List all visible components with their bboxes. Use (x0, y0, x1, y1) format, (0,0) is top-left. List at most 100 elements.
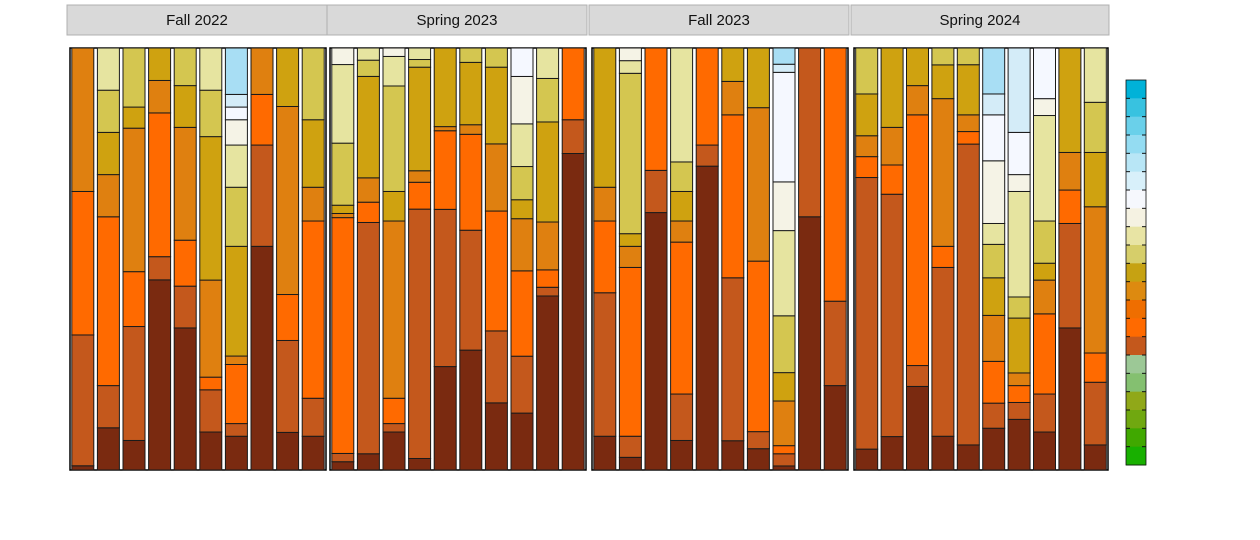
bar-segment-spring-2024-2-5 (880, 47, 904, 128)
bar-segment-spring-2023-4-3 (408, 181, 432, 210)
bar-segment-fall-2022-7-11 (224, 47, 248, 95)
bar-segment-fall-2022-3-1 (122, 439, 146, 471)
bar-segment-fall-2023-4-4 (670, 220, 694, 243)
bar-segment-spring-2023-2-6 (356, 59, 380, 77)
bar-segment-spring-2023-2-4 (356, 177, 380, 203)
bar-segment-fall-2023-1-1 (593, 435, 617, 471)
bar-segment-fall-2022-7-6 (224, 186, 248, 247)
bar-segment-fall-2023-9-2 (798, 47, 822, 218)
bar-segment-fall-2023-7-4 (746, 107, 770, 262)
bar-segment-fall-2022-4-4 (148, 79, 172, 114)
bar-segment-spring-2024-2-1 (880, 436, 904, 471)
bar-segment-fall-2023-6-4 (721, 80, 745, 116)
legend-swatch-13 (1126, 300, 1146, 319)
bar-segment-spring-2024-10-2 (1083, 381, 1107, 446)
bar-segment-fall-2022-8-1 (250, 245, 274, 471)
bar-segment-fall-2023-4-5 (670, 190, 694, 222)
bar-segment-spring-2024-6-10 (982, 93, 1006, 116)
bar-segment-spring-2024-7-6 (1007, 296, 1031, 319)
bar-segment-fall-2023-8-1 (772, 465, 796, 471)
bar-segment-fall-2023-2-1 (618, 456, 642, 471)
legend-swatch-14 (1126, 318, 1146, 338)
bar-segment-fall-2023-1-2 (593, 292, 617, 437)
legend-swatch-15 (1126, 336, 1146, 356)
facet-strip-fall-2023 (588, 4, 850, 36)
bar-segment-spring-2024-2-4 (880, 126, 904, 166)
bar-segment-fall-2022-3-3 (122, 271, 146, 328)
bar-segment-spring-2024-6-2 (982, 402, 1006, 429)
bar-segment-spring-2023-4-5 (408, 66, 432, 172)
bar-segment-spring-2023-6-6 (459, 47, 483, 63)
bar-segment-spring-2023-5-3 (433, 130, 457, 210)
bar-segment-fall-2022-10-3 (301, 220, 325, 399)
bar-segment-fall-2023-4-7 (670, 47, 694, 163)
bar-segment-spring-2024-4-6 (931, 47, 955, 66)
legend-swatch-8 (1126, 208, 1146, 228)
bar-segment-fall-2023-4-1 (670, 439, 694, 471)
bar-segment-fall-2023-1-3 (593, 220, 617, 294)
bar-segment-spring-2023-4-4 (408, 170, 432, 183)
bar-segment-spring-2023-6-5 (459, 61, 483, 126)
bar-segment-fall-2023-4-3 (670, 241, 694, 395)
bar-segment-fall-2022-5-5 (173, 85, 197, 128)
bar-segment-fall-2023-8-3 (772, 445, 796, 455)
bar-segment-spring-2023-9-3 (536, 269, 560, 288)
bar-segment-spring-2023-1-1 (331, 461, 355, 471)
facet-label-fall-2022: Fall 2022 (166, 12, 228, 29)
bar-segment-spring-2023-5-4 (433, 126, 457, 132)
bar-segment-spring-2023-1-3 (331, 217, 355, 454)
bar-segment-spring-2023-3-8 (382, 47, 406, 57)
bar-segment-spring-2023-8-9 (510, 47, 534, 77)
bar-segment-fall-2022-1-3 (71, 190, 95, 336)
bar-segment-spring-2023-8-4 (510, 218, 534, 272)
bar-segment-fall-2022-7-5 (224, 245, 248, 357)
bar-segment-fall-2022-2-3 (96, 216, 120, 387)
bar-segment-fall-2022-1-4 (71, 47, 95, 192)
bar-segment-fall-2023-6-3 (721, 114, 745, 279)
bar-segment-fall-2022-2-5 (96, 131, 120, 176)
bar-segment-fall-2022-6-2 (199, 389, 223, 433)
bar-segment-fall-2023-10-3 (823, 47, 847, 302)
bar-segment-fall-2022-5-1 (173, 327, 197, 471)
bar-segment-spring-2023-10-2 (561, 119, 585, 154)
bar-segment-fall-2022-4-1 (148, 279, 172, 471)
bar-segment-spring-2024-6-11 (982, 47, 1006, 95)
bar-segment-spring-2024-4-4 (931, 98, 955, 247)
bar-segment-spring-2023-10-3 (561, 47, 585, 121)
bar-segment-fall-2023-2-2 (618, 435, 642, 458)
bar-segment-fall-2022-10-2 (301, 397, 325, 437)
bar-segment-spring-2023-9-1 (536, 295, 560, 471)
bar-segment-fall-2023-5-3 (695, 47, 719, 146)
bar-segment-fall-2023-8-10 (772, 63, 796, 73)
bar-segment-fall-2023-2-4 (618, 245, 642, 268)
bar-segment-fall-2022-6-1 (199, 431, 223, 471)
bar-segment-fall-2022-7-2 (224, 423, 248, 437)
facet-label-fall-2023: Fall 2023 (688, 12, 750, 29)
facet-label-spring-2023: Spring 2023 (417, 12, 498, 29)
bar-segment-fall-2023-4-2 (670, 393, 694, 441)
bar-segment-spring-2024-5-6 (956, 47, 980, 66)
bar-segment-spring-2024-2-3 (880, 164, 904, 195)
bar-segment-fall-2022-9-1 (276, 431, 300, 471)
bar-segment-spring-2024-1-3 (855, 156, 879, 179)
legend-swatch-3 (1126, 116, 1146, 136)
bar-segment-fall-2023-8-7 (772, 230, 796, 317)
legend-swatch-16 (1126, 355, 1146, 374)
bar-segment-spring-2023-9-6 (536, 77, 560, 123)
bar-segment-spring-2024-5-5 (956, 64, 980, 116)
bar-segment-spring-2024-7-1 (1007, 418, 1031, 471)
bar-segment-fall-2023-2-3 (618, 266, 642, 437)
facet-strip-spring-2023 (326, 4, 588, 36)
bar-segment-spring-2024-10-4 (1083, 206, 1107, 354)
bar-segment-fall-2022-7-1 (224, 435, 248, 471)
bar-segment-fall-2022-2-1 (96, 427, 120, 471)
bar-segment-spring-2023-3-6 (382, 85, 406, 192)
legend-swatch-6 (1126, 171, 1146, 191)
bar-segment-spring-2024-8-8 (1033, 98, 1056, 117)
legend-swatch-1 (1126, 80, 1146, 99)
bar-segment-spring-2024-4-2 (931, 266, 955, 437)
bar-segment-fall-2022-1-1 (71, 465, 95, 471)
bar-segment-fall-2022-5-4 (173, 126, 197, 241)
bar-segment-spring-2024-8-7 (1033, 115, 1056, 222)
bar-segment-spring-2023-8-8 (510, 75, 534, 125)
